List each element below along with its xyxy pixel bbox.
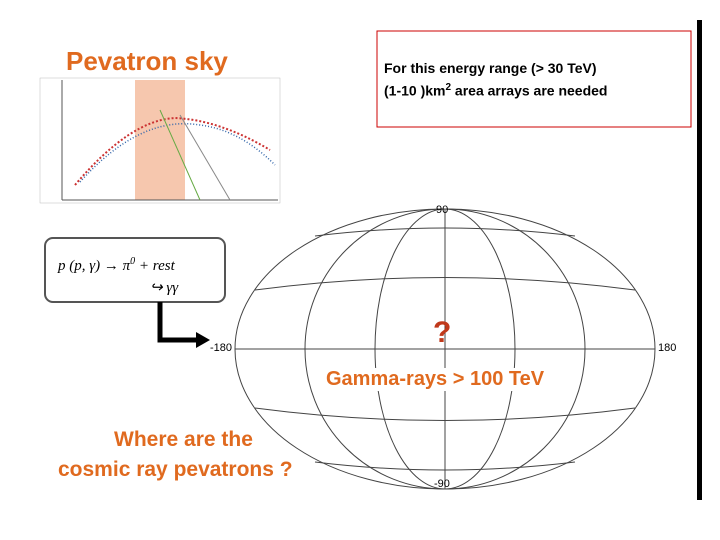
slide-title: Pevatron sky: [66, 46, 228, 76]
map-caption: Gamma-rays > 100 TeV: [326, 368, 545, 391]
map-label: -90: [434, 478, 450, 490]
question-mark: ?: [433, 316, 452, 349]
question-line: cosmic ray pevatrons ?: [58, 458, 293, 481]
note-box: [376, 30, 692, 128]
note-line: For this energy range (> 30 TeV): [384, 60, 597, 76]
formula-line: p (p, γ) → π0 + rest: [58, 256, 175, 275]
arrow: [157, 302, 198, 343]
question-line: Where are the: [114, 428, 253, 451]
formula-arrow: →: [103, 258, 119, 274]
note-line: (1-10 )km2 area arrays are needed: [384, 82, 607, 99]
map-label: 180: [658, 342, 677, 354]
right-bar: [697, 20, 702, 500]
note-text: area arrays are needed: [454, 82, 608, 99]
spectrum-thumbnail: [39, 77, 281, 204]
formula-text: π: [122, 258, 131, 274]
map-label: -180: [210, 342, 233, 354]
sky-map-grid: [234, 208, 656, 490]
formula-box: [44, 237, 226, 303]
formula-text: + rest: [138, 258, 175, 274]
arrowhead: [196, 332, 210, 348]
map-label: 90: [436, 204, 449, 216]
note-text: (1-10 )km: [384, 82, 446, 99]
note-sup: 2: [445, 82, 452, 93]
formula-sup: 0: [130, 256, 136, 267]
formula-text: p (p, γ): [58, 258, 101, 274]
formula-decay: ↪ γγ: [150, 280, 179, 296]
